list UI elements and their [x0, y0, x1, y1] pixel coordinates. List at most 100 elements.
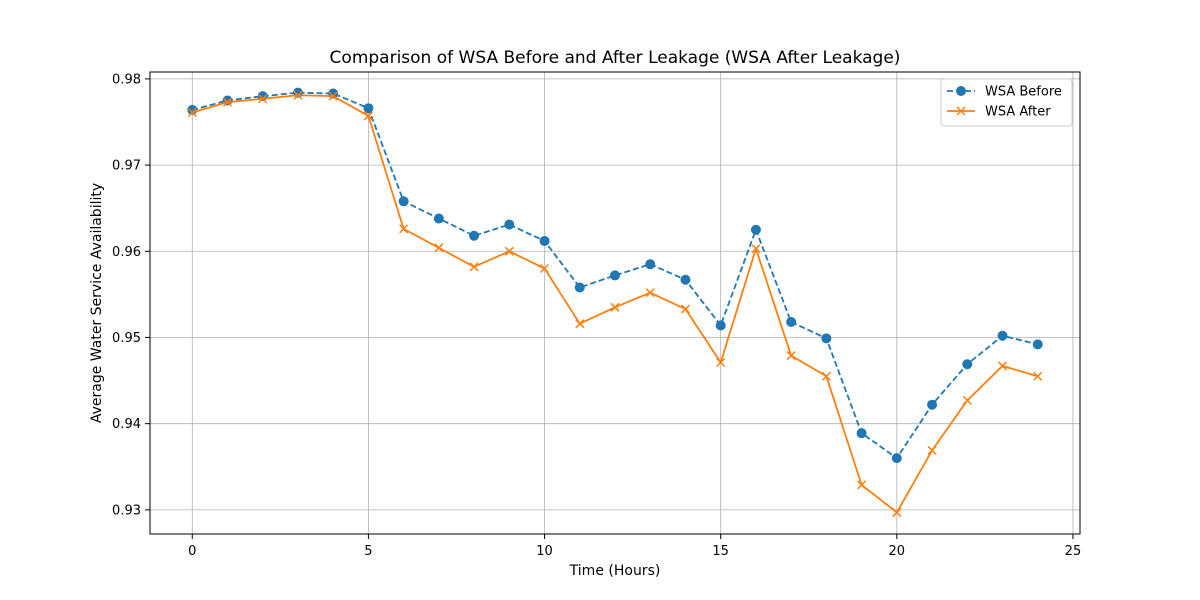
data-point-wsa-after — [469, 262, 479, 272]
y-tick-label: 0.98 — [112, 72, 141, 87]
data-point-wsa-before — [856, 428, 867, 439]
data-point-wsa-after — [258, 94, 268, 104]
ticks: 0 5 10 15 20 25 0.93 0.94 0.95 0.96 0.97 0.98 — [112, 72, 1081, 559]
x-marker-stroke — [328, 91, 338, 101]
x-tick-label: 0 — [188, 544, 196, 559]
data-point-wsa-before — [891, 453, 902, 464]
y-tick-label: 0.95 — [112, 331, 141, 346]
data-point-wsa-after — [575, 319, 585, 329]
data-point-wsa-before — [504, 219, 515, 230]
data-point-wsa-after — [962, 395, 972, 405]
data-point-wsa-after — [504, 246, 514, 256]
x-marker-stroke — [399, 224, 409, 234]
data-point-wsa-before — [574, 282, 585, 293]
x-marker-stroke — [434, 243, 444, 253]
data-point-wsa-after — [716, 357, 726, 368]
x-marker-stroke — [857, 480, 867, 490]
data-point-wsa-before — [962, 359, 973, 370]
data-point-wsa-after — [892, 507, 902, 517]
x-tick-label: 10 — [536, 544, 553, 559]
x-tick-label: 20 — [889, 544, 906, 559]
data-point-wsa-after — [222, 97, 233, 107]
y-axis-title: Average Water Service Availability — [89, 183, 105, 423]
data-point-wsa-before — [645, 259, 656, 270]
data-point-wsa-before — [997, 330, 1008, 341]
data-point-wsa-after — [434, 243, 444, 253]
x-tick-label: 25 — [1065, 544, 1082, 559]
x-tick-label: 15 — [712, 544, 729, 559]
legend: WSA Before WSA After — [940, 78, 1073, 127]
chart-title: Comparison of WSA Before and After Leaka… — [330, 48, 901, 68]
data-point-wsa-after — [363, 111, 373, 121]
x-marker-stroke — [258, 94, 268, 104]
data-point-wsa-before — [610, 270, 620, 281]
data-point-wsa-before — [715, 320, 726, 331]
x-marker-stroke — [645, 288, 655, 298]
series-wsa-after — [187, 90, 1043, 517]
x-marker-stroke — [716, 357, 726, 368]
data-point-wsa-after — [1033, 371, 1043, 381]
x-marker-stroke — [187, 107, 197, 118]
data-point-wsa-after — [293, 90, 303, 100]
y-tick-label: 0.96 — [112, 245, 141, 260]
y-tick-label: 0.94 — [112, 417, 141, 432]
data-point-wsa-after — [187, 107, 197, 118]
plot-frame — [149, 71, 1081, 535]
data-point-wsa-after — [786, 351, 796, 361]
x-marker-stroke — [469, 262, 479, 272]
data-point-wsa-before — [433, 213, 444, 224]
x-marker-stroke — [892, 507, 902, 517]
x-marker-stroke — [680, 304, 690, 314]
x-tick-label: 5 — [364, 544, 372, 559]
x-marker-stroke — [540, 263, 550, 274]
data-point-wsa-after — [857, 480, 867, 490]
x-axis-title: Time (Hours) — [569, 563, 661, 579]
series-layer — [187, 87, 1043, 517]
x-marker-stroke — [363, 111, 373, 121]
legend-marker-wsa-after — [956, 106, 966, 116]
data-point-wsa-after — [680, 304, 690, 314]
data-point-wsa-after — [751, 244, 761, 254]
x-marker-stroke — [956, 106, 966, 116]
data-point-wsa-after — [540, 263, 550, 274]
x-marker-stroke — [821, 371, 831, 381]
data-point-wsa-after — [997, 361, 1008, 371]
y-tick-label: 0.97 — [112, 159, 141, 174]
legend-label-wsa-after: WSA After — [985, 105, 1051, 120]
data-point-wsa-after — [399, 224, 409, 234]
x-marker-stroke — [997, 361, 1008, 371]
data-point-wsa-before — [363, 103, 374, 114]
x-marker-stroke — [1033, 371, 1043, 381]
data-point-wsa-before — [821, 333, 832, 344]
data-point-wsa-after — [927, 445, 937, 455]
data-point-wsa-after — [328, 91, 338, 101]
x-marker-stroke — [575, 319, 585, 329]
x-marker-stroke — [751, 244, 761, 254]
grid — [150, 72, 1080, 534]
x-marker-stroke — [504, 246, 514, 256]
data-point-wsa-before — [469, 230, 480, 241]
data-point-wsa-before — [927, 399, 938, 410]
series-line-wsa-after — [192, 94, 1038, 514]
data-point-wsa-before — [1032, 339, 1043, 350]
x-marker-stroke — [786, 351, 796, 361]
data-point-wsa-after — [610, 302, 620, 312]
legend-box — [940, 78, 1073, 127]
x-marker-stroke — [927, 445, 937, 455]
data-point-wsa-after — [645, 288, 655, 298]
legend-label-wsa-before: WSA Before — [985, 85, 1062, 100]
x-marker-stroke — [962, 395, 972, 405]
data-point-wsa-before — [398, 196, 409, 207]
series-wsa-before — [187, 87, 1043, 464]
data-point-wsa-before — [786, 316, 797, 327]
data-point-wsa-after — [821, 371, 831, 381]
legend-marker-wsa-before — [956, 86, 966, 96]
x-marker-stroke — [610, 302, 620, 312]
x-marker-stroke — [293, 90, 303, 100]
data-point-wsa-before — [750, 224, 761, 235]
data-point-wsa-before — [539, 235, 550, 246]
legend-item-wsa-after: WSA After — [947, 105, 1051, 120]
x-marker-stroke — [222, 97, 233, 107]
